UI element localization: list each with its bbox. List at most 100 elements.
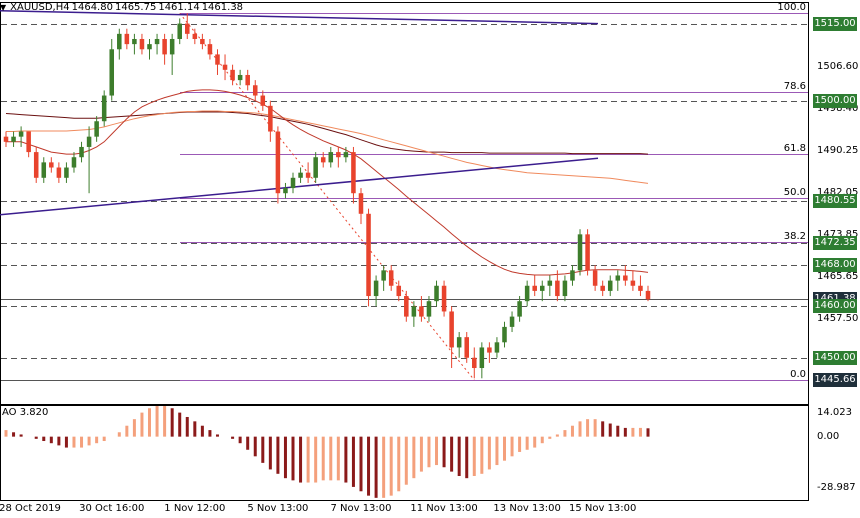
dropdown-arrow-icon[interactable]: ▼ [0, 2, 7, 12]
candle [494, 337, 500, 358]
trendlines [0, 9, 599, 216]
candle [562, 275, 568, 302]
price-level-tag: 1515.00 [813, 16, 857, 31]
candle-body [539, 285, 545, 291]
candle [434, 280, 439, 307]
ao-tick-label: -28.987 [817, 482, 856, 493]
candle-body [192, 33, 198, 39]
candle [41, 157, 47, 183]
candle-body [456, 337, 462, 348]
time-tick-label: 7 Nov 13:00 [330, 503, 392, 514]
candle-body [630, 280, 636, 286]
candle-body [343, 152, 349, 158]
candle-body [298, 172, 303, 178]
candle-body [585, 234, 590, 271]
candle-body [245, 74, 250, 86]
candle [132, 33, 137, 55]
fib-level-label: 0.0 [790, 368, 806, 380]
candle [154, 33, 160, 55]
grid-lines [1, 24, 808, 381]
candle [638, 275, 643, 297]
candle [86, 126, 92, 194]
fib-level-label: 50.0 [783, 186, 806, 198]
candle [245, 69, 250, 91]
candle [290, 172, 296, 194]
candle-body [101, 95, 107, 122]
time-tick-label: 13 Nov 13:00 [493, 503, 561, 514]
ao-name: AO [2, 407, 17, 418]
price-tick-label: 1473.85 [817, 229, 859, 241]
candle [305, 162, 311, 183]
candle [426, 296, 432, 322]
candlesticks [3, 13, 651, 379]
candle-body [404, 296, 409, 317]
candle-body [79, 146, 84, 158]
candle-body [49, 162, 54, 168]
candle-body [275, 131, 281, 194]
candle-body [252, 85, 258, 96]
fib-level-label: 61.8 [783, 142, 806, 154]
candle-body [524, 285, 530, 302]
symbol-timeframe: XAUUSD,H4 [10, 1, 70, 13]
candle [472, 347, 477, 379]
time-tick-label: 1 Nov 12:00 [164, 503, 226, 514]
candle [177, 18, 182, 45]
candle-body [517, 301, 522, 317]
candle [539, 280, 545, 302]
candle-body [147, 44, 152, 50]
candle [26, 131, 31, 158]
candle-body [464, 337, 469, 358]
candle [109, 38, 115, 101]
candle [570, 265, 575, 286]
time-tick-label: 30 Oct 16:00 [79, 503, 145, 514]
candle [185, 13, 190, 39]
candle-body [366, 213, 371, 297]
candle [411, 301, 417, 327]
candle-body [305, 172, 311, 178]
candle-body [200, 38, 205, 45]
candle [147, 38, 152, 60]
price-tick-label: 1490.25 [817, 144, 859, 156]
price-tick-label: 1506.60 [817, 60, 859, 72]
candle [630, 270, 636, 291]
candle-body [426, 301, 432, 317]
price-level-tag: 1460.00 [813, 299, 857, 314]
candle-body [177, 23, 182, 39]
candle-body [607, 280, 613, 291]
candle-body [320, 157, 326, 163]
low-price: 1461.14 [158, 1, 200, 13]
fib-level-label: 78.6 [783, 80, 806, 92]
candle-body [396, 285, 402, 297]
candle [336, 146, 341, 168]
candle [615, 270, 621, 291]
candle-body [547, 280, 553, 286]
candle [79, 141, 84, 163]
candle-body [532, 285, 537, 291]
candle-body [434, 285, 439, 302]
ao-value: 3.820 [19, 407, 49, 418]
candle-body [638, 285, 643, 291]
candle [230, 64, 235, 86]
candle [592, 265, 598, 291]
candle-body [290, 177, 296, 189]
trendline-0 [0, 9, 599, 25]
chart-header: ▼ XAUUSD,H4 1464.80 1465.75 1461.14 1461… [0, 0, 243, 14]
price-tick-label: 1482.05 [817, 186, 859, 198]
candle-body [509, 316, 515, 327]
ao-tick-label: 14.023 [817, 407, 852, 418]
candle [207, 38, 213, 60]
candle-body [162, 38, 167, 55]
candle [64, 162, 69, 183]
time-tick-label: 5 Nov 13:00 [247, 503, 309, 514]
candle [320, 152, 326, 168]
candle-body [494, 342, 500, 353]
candle-body [3, 136, 9, 142]
candle [396, 280, 402, 302]
candle [487, 342, 492, 363]
candle-body [109, 49, 115, 96]
candle-body [268, 105, 273, 132]
trendline-1 [0, 157, 599, 216]
candle-body [139, 38, 145, 50]
